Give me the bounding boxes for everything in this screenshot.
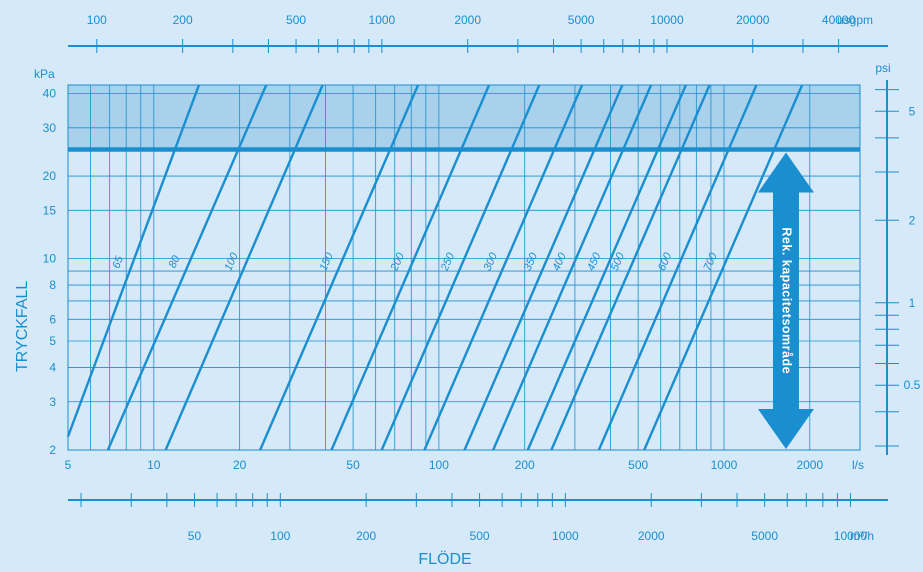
x-tick-label: 5	[65, 458, 72, 472]
series-label-450: 450	[585, 250, 604, 272]
top-tick-label: 5000	[568, 13, 595, 27]
y-tick-label: 2	[49, 443, 56, 457]
top-tick-label: 500	[286, 13, 306, 27]
right-tick-label: 0.5	[904, 378, 921, 392]
series-label-150: 150	[317, 250, 336, 272]
capacity-arrow-label: Rek. kapacitetsområde	[780, 227, 794, 374]
series-line-500	[550, 84, 711, 451]
y-tick-label: 6	[49, 312, 56, 326]
y-tick-label: 40	[43, 87, 57, 101]
series-line-400	[492, 84, 653, 451]
bottom-tick-label: 200	[356, 529, 376, 543]
top-tick-label: 200	[173, 13, 193, 27]
series-label-65: 65	[110, 254, 126, 270]
x-tick-label: 200	[515, 458, 535, 472]
series-line-450	[526, 84, 687, 451]
series-line-65	[66, 84, 201, 437]
y-tick-label: 5	[49, 334, 56, 348]
series-line-80	[106, 84, 268, 451]
y-tick-label: 10	[43, 252, 57, 266]
plot-frame	[67, 84, 861, 451]
bottom-tick-label: 1000	[552, 529, 579, 543]
top-tick-label: 40000	[822, 13, 856, 27]
series-label-200: 200	[388, 250, 407, 273]
right-unit-label: psi	[875, 61, 890, 75]
x-tick-label: 10	[147, 458, 161, 472]
x-tick-label: 100	[429, 458, 449, 472]
y-tick-label: 15	[43, 203, 57, 217]
series-label-300: 300	[482, 250, 501, 272]
bottom-tick-label: 100	[270, 529, 290, 543]
capacity-arrow	[757, 152, 814, 449]
y-tick-label: 3	[49, 395, 56, 409]
x-unit-label: l/s	[852, 458, 864, 472]
series-label-600: 600	[656, 250, 675, 272]
top-tick-label: 20000	[736, 13, 770, 27]
bottom-tick-label: 5000	[751, 529, 778, 543]
y-tick-label: 4	[49, 361, 56, 375]
y-tick-label: 30	[43, 121, 57, 135]
top-tick-label: 10000	[650, 13, 684, 27]
series-line-150	[259, 84, 420, 451]
right-tick-label: 1	[909, 296, 916, 310]
bottom-unit-label: m³/h	[850, 529, 874, 543]
series-label-100: 100	[222, 250, 241, 272]
top-tick-label: 2000	[454, 13, 481, 27]
series-label-80: 80	[167, 253, 183, 270]
x-tick-label: 50	[346, 458, 360, 472]
x-tick-label: 500	[628, 458, 648, 472]
series-line-600	[597, 84, 758, 451]
bottom-tick-label: 50	[188, 529, 202, 543]
series-line-100	[164, 84, 324, 451]
series-line-300	[423, 84, 584, 451]
series-line-250	[380, 84, 541, 451]
recommended-band	[68, 85, 860, 150]
top-unit-label: usgpm	[837, 13, 873, 27]
y-tick-label: 20	[43, 169, 57, 183]
y-unit-label: kPa	[34, 67, 55, 81]
bottom-tick-label: 2000	[638, 529, 665, 543]
right-tick-label: 2	[909, 213, 916, 227]
bottom-tick-label: 500	[470, 529, 490, 543]
x-tick-label: 1000	[711, 458, 738, 472]
bottom-tick-label: 10000	[834, 529, 868, 543]
series-label-700: 700	[702, 250, 721, 272]
series-line-350	[463, 84, 624, 451]
x-tick-label: 2000	[796, 458, 823, 472]
series-line-200	[330, 84, 491, 451]
x-axis-title: FLÖDE	[418, 551, 472, 568]
series-line-700	[643, 84, 804, 451]
series-label-250: 250	[438, 250, 457, 273]
top-tick-label: 100	[87, 13, 107, 27]
x-tick-label: 20	[233, 458, 247, 472]
series-label-400: 400	[550, 250, 569, 272]
right-tick-label: 5	[909, 104, 916, 118]
top-tick-label: 1000	[369, 13, 396, 27]
y-axis-title: TRYCKFALL	[14, 280, 31, 372]
y-tick-label: 8	[49, 278, 56, 292]
